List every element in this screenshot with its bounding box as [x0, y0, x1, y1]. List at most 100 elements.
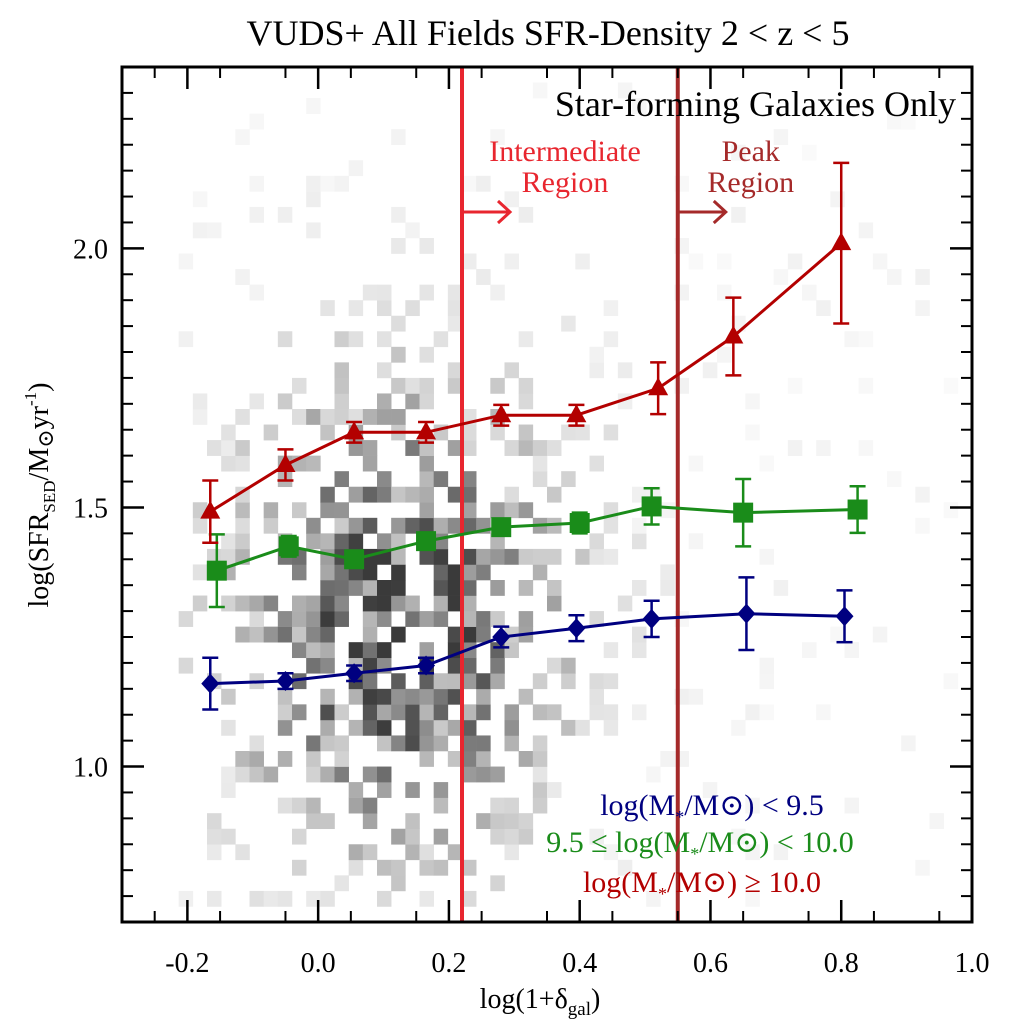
density-cell [320, 300, 335, 317]
density-cell [292, 797, 307, 814]
density-cell [405, 735, 420, 752]
density-cell [391, 735, 406, 752]
density-cell [348, 440, 364, 456]
density-cell [178, 657, 194, 674]
density-cell [419, 751, 434, 767]
data-point [831, 232, 852, 251]
density-cell [277, 890, 293, 907]
density-cell [462, 471, 477, 488]
density-cell [518, 688, 534, 705]
density-cell [462, 751, 477, 767]
density-cell [377, 611, 392, 627]
density-cell [249, 113, 264, 130]
density-cell [518, 393, 534, 410]
density-cell [249, 175, 264, 192]
density-cell [419, 859, 434, 876]
region-dividers [460, 67, 680, 922]
density-cell [532, 766, 548, 783]
density-cell [462, 595, 477, 612]
density-cell [377, 890, 392, 907]
density-cell [603, 548, 619, 565]
density-cell [433, 564, 449, 581]
density-cell [816, 300, 831, 317]
density-cell [362, 642, 378, 659]
density-cell [929, 813, 944, 830]
density-cell [362, 719, 378, 736]
density-cell [362, 766, 378, 783]
x-tick-label: -0.2 [165, 948, 209, 979]
density-cell [518, 751, 534, 767]
density-cell [532, 782, 548, 798]
density-cell [277, 206, 293, 223]
density-cell [518, 424, 534, 441]
density-cell [490, 502, 505, 519]
density-cell [419, 502, 434, 519]
density-cell [192, 393, 208, 410]
density-cell [377, 782, 392, 798]
density-cell [589, 455, 604, 472]
density-cell [320, 719, 335, 736]
density-cell [391, 626, 406, 643]
region-label: Region [522, 166, 609, 199]
density-cell [348, 844, 364, 861]
density-cell [759, 657, 774, 674]
density-cell [320, 486, 335, 503]
density-cell [447, 673, 463, 690]
density-cell [192, 222, 208, 239]
density-cell [221, 533, 236, 550]
density-cell [887, 269, 902, 285]
x-axis-label: log(1+δgal) [480, 984, 601, 1020]
density-cell [872, 626, 888, 643]
density-cell [575, 719, 590, 736]
density-cell [433, 704, 449, 721]
density-cell [362, 797, 378, 814]
density-cell [745, 704, 760, 721]
density-cell [249, 393, 264, 410]
density-cell [802, 284, 817, 301]
data-point [278, 536, 299, 557]
density-cell [646, 890, 661, 907]
density-cell [504, 642, 519, 659]
density-cell [249, 735, 264, 752]
density-cell [816, 440, 831, 456]
density-cell [518, 828, 534, 845]
density-cell [462, 253, 477, 270]
density-cell [391, 533, 406, 550]
density-cell [490, 875, 505, 892]
density-cell [504, 704, 519, 721]
density-cell [405, 222, 420, 239]
density-cell [433, 517, 449, 534]
density-cell [632, 98, 647, 114]
density-cell [447, 517, 463, 534]
density-cell [518, 611, 534, 627]
density-cell [377, 533, 392, 550]
density-cell [334, 409, 349, 425]
density-cell [391, 859, 406, 876]
density-cell [277, 626, 293, 643]
density-cell [391, 595, 406, 612]
density-cell [306, 409, 321, 425]
density-cell [348, 486, 364, 503]
density-cell [391, 828, 406, 845]
density-cell [476, 813, 491, 830]
series [206, 477, 868, 609]
density-cell [362, 440, 378, 456]
density-cell [858, 440, 874, 456]
density-cell [419, 284, 434, 301]
density-cell [433, 673, 449, 690]
density-cell [490, 129, 505, 146]
density-cell [462, 859, 477, 876]
density-cell [447, 377, 463, 394]
density-cell [221, 782, 236, 798]
density-cell [603, 673, 619, 690]
density-cell [405, 486, 420, 503]
density-cell [787, 440, 803, 456]
density-cell [476, 611, 491, 627]
density-cell [518, 548, 534, 565]
density-cell [547, 440, 562, 456]
density-cell [603, 704, 619, 721]
density-cell [702, 362, 718, 379]
density-cell [490, 797, 505, 814]
density-cell [632, 626, 647, 643]
density-cell [532, 673, 548, 690]
